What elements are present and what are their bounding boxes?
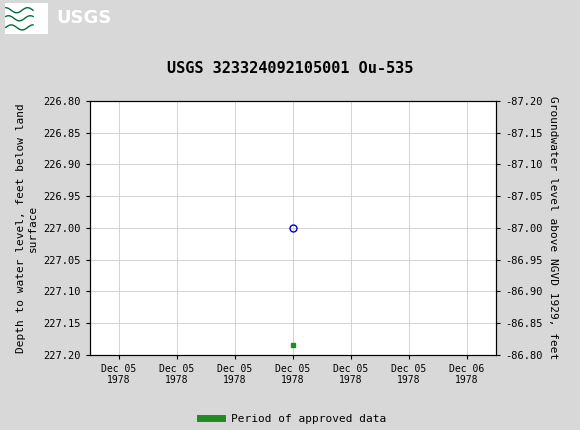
- Y-axis label: Depth to water level, feet below land
surface: Depth to water level, feet below land su…: [16, 103, 38, 353]
- Legend: Period of approved data: Period of approved data: [195, 410, 390, 429]
- Y-axis label: Groundwater level above NGVD 1929, feet: Groundwater level above NGVD 1929, feet: [548, 96, 558, 359]
- Text: USGS 323324092105001 Ou-535: USGS 323324092105001 Ou-535: [167, 61, 413, 76]
- Bar: [5, 3, 48, 34]
- Text: USGS: USGS: [57, 9, 112, 27]
